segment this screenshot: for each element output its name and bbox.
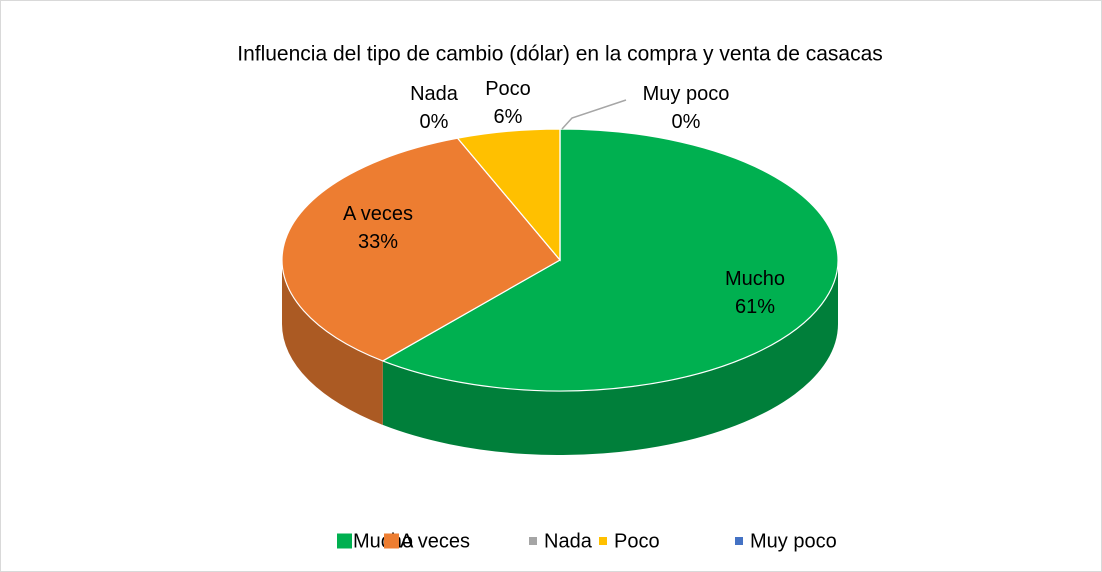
slice-side	[282, 260, 383, 425]
data-label-value: 61%	[735, 296, 775, 318]
data-label-category: Mucho	[725, 268, 785, 290]
data-label: A veces 33%	[343, 203, 413, 253]
leader-line	[561, 99, 627, 130]
data-label-category: A veces	[343, 203, 413, 225]
data-label: Nada 0%	[410, 83, 459, 133]
data-label-category: Poco	[485, 78, 531, 100]
chart-title: Influencia del tipo de cambio (dólar) en…	[237, 43, 883, 66]
data-label: Mucho 61%	[725, 268, 785, 318]
data-label: Muy poco 0%	[643, 83, 730, 133]
data-label-value: 6%	[494, 106, 523, 128]
data-label-value: 0%	[420, 111, 449, 133]
data-label-value: 0%	[672, 111, 701, 133]
legend-swatch	[337, 533, 352, 549]
slice-side	[382, 260, 838, 455]
legend-swatch	[599, 537, 607, 545]
slice	[381, 128, 839, 392]
data-label: Poco 6%	[485, 78, 531, 128]
slice	[281, 137, 561, 362]
legend-swatch	[529, 537, 537, 545]
data-label-category: Muy poco	[643, 83, 730, 105]
legend-label: Muy poco	[750, 530, 837, 552]
data-label-category: Nada	[410, 83, 459, 105]
data-label-value: 33%	[358, 231, 398, 253]
legend-swatch	[735, 537, 743, 545]
legend-swatch	[384, 533, 399, 549]
legend-label: A veces	[400, 530, 470, 552]
legend-label: Poco	[614, 530, 660, 552]
legend-label: Nada	[544, 530, 593, 552]
